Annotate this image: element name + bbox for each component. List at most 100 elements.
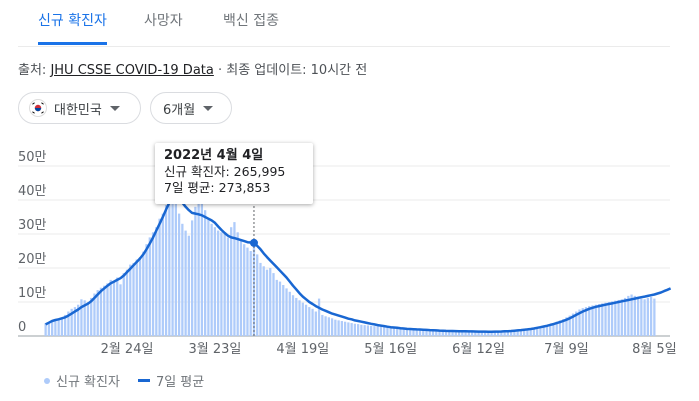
case-bar xyxy=(418,330,422,336)
case-bar xyxy=(343,321,347,336)
covid-chart[interactable]: 0 10만 20만 30만 40만 50만 2월 24일 3월 23일 4월 19일 5월 16일… xyxy=(0,140,699,365)
case-bar xyxy=(356,324,360,336)
case-bar xyxy=(461,331,464,336)
case-bar xyxy=(259,262,262,336)
case-bar xyxy=(321,314,324,336)
case-bar xyxy=(630,294,633,336)
case-bar xyxy=(103,285,106,336)
case-bar xyxy=(474,331,477,336)
case-bar xyxy=(640,298,643,336)
case-bar xyxy=(584,307,588,336)
case-bar xyxy=(90,297,93,336)
case-bar xyxy=(350,323,353,336)
case-bar xyxy=(340,321,344,336)
case-bar xyxy=(373,326,376,336)
case-bar xyxy=(562,319,565,336)
case-bar xyxy=(70,308,73,336)
dropdown-arrow-icon xyxy=(203,105,214,111)
case-bar xyxy=(291,295,295,336)
korea-flag-icon xyxy=(29,99,47,117)
case-bar xyxy=(334,319,337,336)
case-bar xyxy=(653,298,656,336)
case-bar xyxy=(73,307,77,336)
case-bar xyxy=(106,283,109,336)
case-bar xyxy=(597,304,601,336)
case-bar xyxy=(399,328,402,336)
case-bar xyxy=(230,227,233,336)
period-dropdown[interactable]: 6개월 xyxy=(150,92,232,124)
case-bar xyxy=(265,269,269,336)
case-bar xyxy=(402,329,405,336)
case-bar xyxy=(226,237,230,336)
case-bar xyxy=(558,320,562,336)
case-bar xyxy=(161,213,164,336)
case-bar xyxy=(529,328,532,336)
case-bar xyxy=(552,323,555,336)
case-bar xyxy=(129,264,132,336)
case-bar xyxy=(83,300,86,336)
chart-legend: 신규 확진자 7일 평균 xyxy=(44,371,204,390)
x-tick-label: 8월 5일 xyxy=(632,342,677,357)
case-bar xyxy=(353,323,357,336)
case-bar xyxy=(168,196,171,336)
case-bar xyxy=(239,239,243,336)
y-tick-label: 20만 xyxy=(18,252,47,267)
case-bar xyxy=(370,325,373,336)
case-bar xyxy=(457,331,461,336)
case-bar xyxy=(425,330,428,336)
hover-point xyxy=(249,238,258,247)
case-bar xyxy=(490,331,493,336)
case-bar xyxy=(132,262,135,336)
case-bar xyxy=(220,232,223,336)
case-bar xyxy=(171,191,174,336)
y-tick-label: 0 xyxy=(18,320,26,335)
tab-new-cases[interactable]: 신규 확진자 xyxy=(38,0,107,45)
case-bar xyxy=(151,232,155,336)
case-bar xyxy=(448,331,451,336)
case-bar xyxy=(57,319,60,336)
tab-vaccinations[interactable]: 백신 접종 xyxy=(223,13,279,29)
case-bar xyxy=(184,230,187,336)
case-bar xyxy=(591,305,594,336)
case-bar xyxy=(428,330,431,336)
case-bar xyxy=(311,308,314,336)
source-line: 출처: JHU CSSE COVID-19 Data · 최종 업데이트: 10… xyxy=(18,59,367,78)
case-bar xyxy=(636,297,640,336)
case-bar xyxy=(454,331,457,336)
case-bar xyxy=(275,279,278,336)
case-bar xyxy=(155,227,158,336)
case-bar xyxy=(575,311,578,336)
case-bar xyxy=(594,304,597,336)
case-bar xyxy=(363,325,366,336)
case-bar xyxy=(366,325,370,336)
case-bar xyxy=(389,327,392,336)
case-bar xyxy=(513,330,516,336)
case-bar xyxy=(415,329,418,336)
case-bar xyxy=(627,295,630,336)
case-bar xyxy=(360,324,363,336)
case-bar xyxy=(633,295,636,336)
average-line xyxy=(45,196,672,333)
case-bar xyxy=(571,313,575,336)
case-bar xyxy=(93,293,96,336)
tab-deaths[interactable]: 사망자 xyxy=(144,13,183,29)
chart-tooltip: 2022년 4월 4일 신규 확진자: 265,995 7일 평균: 273,8… xyxy=(155,143,313,204)
case-bar xyxy=(217,230,220,336)
case-bar xyxy=(376,326,379,336)
tab-bar: 신규 확진자 사망자 백신 접종 xyxy=(18,0,670,47)
case-bar xyxy=(243,244,246,336)
case-bar xyxy=(337,320,340,336)
case-bar xyxy=(203,210,207,336)
case-bar xyxy=(54,320,57,336)
country-dropdown[interactable]: 대한민국 xyxy=(18,92,141,124)
case-bar xyxy=(487,331,490,336)
case-bar xyxy=(174,201,177,336)
case-bar xyxy=(96,290,99,336)
case-bar xyxy=(116,277,119,336)
case-bar xyxy=(409,329,412,336)
case-bar xyxy=(519,329,523,336)
case-bar xyxy=(187,235,191,336)
case-bar xyxy=(295,297,298,336)
legend-average: 7일 평균 xyxy=(155,375,205,390)
source-link[interactable]: JHU CSSE COVID-19 Data xyxy=(50,63,214,78)
